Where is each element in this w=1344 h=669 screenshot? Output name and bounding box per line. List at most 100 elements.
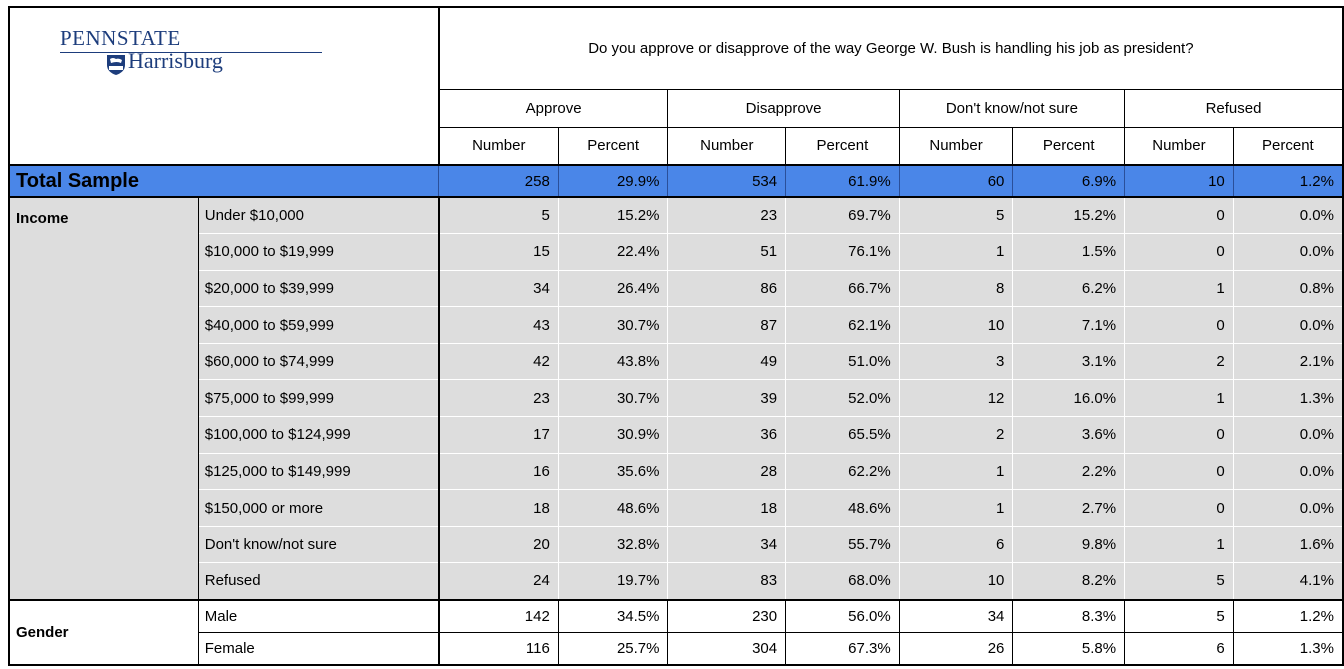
data-cell: 22.4% bbox=[557, 233, 668, 271]
logo-rule bbox=[60, 52, 322, 53]
data-cell: 32.8% bbox=[557, 525, 668, 563]
pennstate-harrisburg-logo: PENNSTATE Harrisburg bbox=[11, 9, 322, 88]
data-cell: 0 bbox=[1124, 197, 1234, 234]
column-subheader: Percent bbox=[1012, 126, 1125, 165]
data-cell: 52.0% bbox=[785, 379, 900, 417]
data-cell: 1 bbox=[898, 489, 1013, 527]
data-cell: 26.4% bbox=[557, 269, 668, 307]
data-cell: 1 bbox=[1124, 525, 1234, 563]
column-subheader: Number bbox=[438, 126, 559, 165]
data-cell: 83 bbox=[667, 562, 786, 601]
row-label: $10,000 to $19,999 bbox=[197, 233, 439, 271]
row-label: Female bbox=[197, 631, 439, 666]
column-subheader: Percent bbox=[1232, 126, 1344, 165]
gender-category-label: Gender bbox=[7, 599, 199, 666]
data-cell: 3.1% bbox=[1012, 342, 1125, 380]
data-cell: 62.2% bbox=[785, 452, 900, 490]
logo-cell: PENNSTATE Harrisburg bbox=[8, 6, 440, 166]
table-row: $125,000 to $149,999 16 35.6% 28 62.2% 1 2.2% 0… bbox=[9, 452, 1344, 490]
table-row: $100,000 to $124,999 17 30.9% 36 65.5% 2 3.6% 0… bbox=[9, 416, 1344, 454]
data-cell: 0.0% bbox=[1232, 197, 1344, 234]
data-cell: 0 bbox=[1124, 489, 1234, 527]
logo-pennstate-text: PENNSTATE bbox=[60, 26, 181, 50]
group-header: Disapprove bbox=[667, 88, 900, 127]
total-value-cell: 258 bbox=[438, 164, 559, 198]
group-header: Refused bbox=[1124, 88, 1344, 127]
total-sample-row: Total Sample 258 29.9% 534 61.9% 60 6.9% 10 1.2% bbox=[8, 164, 1344, 198]
data-cell: 5.8% bbox=[1012, 631, 1125, 666]
data-cell: 26 bbox=[898, 631, 1013, 666]
data-cell: 34.5% bbox=[557, 599, 668, 633]
data-cell: 30.7% bbox=[557, 379, 668, 417]
table-row: $10,000 to $19,999 15 22.4% 51 76.1% 1 1.5% 0 0.… bbox=[9, 233, 1344, 271]
data-cell: 23 bbox=[667, 197, 786, 234]
data-cell: 0.0% bbox=[1232, 452, 1344, 490]
data-cell: 2.7% bbox=[1012, 489, 1125, 527]
data-cell: 142 bbox=[437, 599, 559, 633]
column-subheader: Percent bbox=[557, 126, 668, 165]
data-cell: 23 bbox=[437, 379, 559, 417]
data-cell: 66.7% bbox=[785, 269, 900, 307]
data-cell: 42 bbox=[437, 342, 559, 380]
row-label: Male bbox=[197, 599, 439, 633]
row-label: Under $10,000 bbox=[197, 197, 439, 234]
data-cell: 3 bbox=[898, 342, 1013, 380]
data-cell: 35.6% bbox=[557, 452, 668, 490]
data-cell: 304 bbox=[667, 631, 786, 666]
total-value-cell: 61.9% bbox=[785, 164, 900, 198]
row-label: $40,000 to $59,999 bbox=[197, 306, 439, 344]
row-label: $150,000 or more bbox=[197, 489, 439, 527]
data-cell: 9.8% bbox=[1012, 525, 1125, 563]
logo-harrisburg-text: Harrisburg bbox=[128, 48, 223, 73]
data-cell: 87 bbox=[667, 306, 786, 344]
data-cell: 18 bbox=[437, 489, 559, 527]
data-cell: 3.6% bbox=[1012, 416, 1125, 454]
data-cell: 65.5% bbox=[785, 416, 900, 454]
column-subheader: Number bbox=[1124, 126, 1234, 165]
data-cell: 6.2% bbox=[1012, 269, 1125, 307]
data-cell: 0.0% bbox=[1232, 233, 1344, 271]
data-cell: 18 bbox=[667, 489, 786, 527]
table-row: $40,000 to $59,999 43 30.7% 87 62.1% 10 7.1% 0 0… bbox=[9, 306, 1344, 344]
data-cell: 230 bbox=[667, 599, 786, 633]
data-cell: 16.0% bbox=[1012, 379, 1125, 417]
table-row: Female 116 25.7% 304 67.3% 26 5.8% 6 1.3% bbox=[9, 631, 1344, 666]
row-label: $100,000 to $124,999 bbox=[197, 416, 439, 454]
column-subheader: Number bbox=[667, 126, 786, 165]
data-cell: 39 bbox=[667, 379, 786, 417]
table-row: $20,000 to $39,999 34 26.4% 86 66.7% 8 6.2% 1 0.… bbox=[9, 269, 1344, 307]
data-cell: 34 bbox=[667, 525, 786, 563]
data-cell: 0.0% bbox=[1232, 489, 1344, 527]
row-label: $60,000 to $74,999 bbox=[197, 342, 439, 380]
data-cell: 5 bbox=[1124, 562, 1234, 601]
data-cell: 10 bbox=[898, 306, 1013, 344]
column-subheader: Number bbox=[898, 126, 1013, 165]
data-cell: 15.2% bbox=[1012, 197, 1125, 234]
data-cell: 1 bbox=[1124, 269, 1234, 307]
data-cell: 49 bbox=[667, 342, 786, 380]
data-cell: 10 bbox=[898, 562, 1013, 601]
data-cell: 5 bbox=[898, 197, 1013, 234]
data-cell: 2 bbox=[898, 416, 1013, 454]
total-sample-label: Total Sample bbox=[8, 164, 439, 198]
data-cell: 0.0% bbox=[1232, 306, 1344, 344]
row-label: Refused bbox=[197, 562, 439, 601]
data-cell: 1.5% bbox=[1012, 233, 1125, 271]
row-label: Don't know/not sure bbox=[197, 525, 439, 563]
data-cell: 0 bbox=[1124, 416, 1234, 454]
data-cell: 0 bbox=[1124, 452, 1234, 490]
table-row: $150,000 or more 18 48.6% 18 48.6% 1 2.7% 0 0.0% bbox=[9, 489, 1344, 527]
data-cell: 8.2% bbox=[1012, 562, 1125, 601]
table-row: $60,000 to $74,999 42 43.8% 49 51.0% 3 3.1% 2 2.… bbox=[9, 342, 1344, 380]
column-subheader: Percent bbox=[785, 126, 900, 165]
group-header: Don't know/not sure bbox=[898, 88, 1125, 127]
data-cell: 69.7% bbox=[785, 197, 900, 234]
data-cell: 34 bbox=[898, 599, 1013, 633]
data-cell: 1.2% bbox=[1232, 599, 1344, 633]
data-cell: 1 bbox=[1124, 379, 1234, 417]
data-cell: 6 bbox=[898, 525, 1013, 563]
data-cell: 15 bbox=[437, 233, 559, 271]
data-cell: 62.1% bbox=[785, 306, 900, 344]
data-cell: 116 bbox=[437, 631, 559, 666]
survey-question: Do you approve or disapprove of the way … bbox=[438, 6, 1344, 89]
